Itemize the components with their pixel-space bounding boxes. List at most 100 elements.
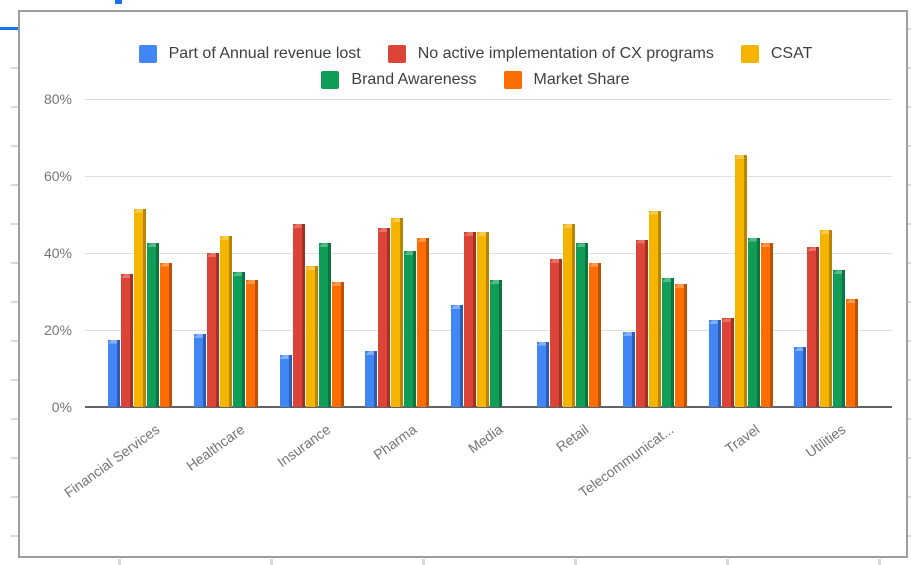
- selection-highlight-left: [0, 27, 18, 30]
- bar-top-bevel: [537, 341, 546, 346]
- bar-face: [417, 237, 427, 407]
- legend-item-market-share[interactable]: Market Share: [503, 71, 630, 89]
- bar-brand-awareness-pharma[interactable]: [404, 251, 417, 407]
- bar-part-of-annual-revenue-lost-healthcare[interactable]: [193, 333, 206, 407]
- row-gridline-tick-right: [908, 340, 911, 342]
- row-gridline-tick-left: [11, 457, 18, 459]
- bar-face: [734, 154, 744, 407]
- bar-no-active-implementation-of-cx-programs-telecommunicat[interactable]: [635, 239, 648, 407]
- legend-label: CSAT: [770, 45, 813, 62]
- bar-part-of-annual-revenue-lost-travel[interactable]: [708, 320, 721, 407]
- bar-part-of-annual-revenue-lost-media[interactable]: [451, 304, 464, 407]
- bar-part-of-annual-revenue-lost-telecommunicat[interactable]: [622, 331, 635, 407]
- bar-face: [404, 251, 414, 407]
- bar-side-shade: [816, 247, 820, 407]
- bar-no-active-implementation-of-cx-programs-utilities[interactable]: [807, 247, 820, 407]
- bar-side-shade: [400, 218, 404, 407]
- bar-top-bevel: [477, 231, 487, 236]
- bar-part-of-annual-revenue-lost-financial-services[interactable]: [108, 339, 120, 407]
- bar-csat-travel[interactable]: [734, 154, 747, 407]
- bar-top-bevel: [404, 251, 414, 256]
- legend-row-2: Brand Awareness Market Share: [38, 69, 911, 91]
- bar-top-bevel: [417, 237, 427, 242]
- legend-swatch-icon: [740, 45, 759, 63]
- bar-top-bevel: [648, 210, 658, 215]
- bar-brand-awareness-insurance[interactable]: [318, 243, 331, 407]
- bar-market-share-pharma[interactable]: [417, 237, 430, 407]
- selection-highlight-top: [115, 0, 122, 4]
- bar-market-share-insurance[interactable]: [331, 281, 344, 407]
- bar-side-shade: [314, 266, 318, 407]
- bar-market-share-retail[interactable]: [589, 262, 601, 407]
- bar-brand-awareness-utilities[interactable]: [833, 270, 846, 407]
- bar-csat-telecommunicat[interactable]: [648, 210, 661, 407]
- bar-csat-insurance[interactable]: [305, 266, 318, 407]
- bar-brand-awareness-telecommunicat[interactable]: [661, 278, 674, 407]
- bar-face: [635, 239, 645, 407]
- bar-top-bevel: [807, 247, 817, 252]
- bar-market-share-telecommunicat[interactable]: [674, 283, 687, 407]
- bar-no-active-implementation-of-cx-programs-insurance[interactable]: [292, 224, 305, 407]
- bar-side-shade: [254, 279, 258, 407]
- bar-top-bevel: [490, 279, 500, 284]
- bar-face: [331, 281, 341, 407]
- bar-top-bevel: [279, 355, 289, 360]
- bar-no-active-implementation-of-cx-programs-healthcare[interactable]: [206, 253, 219, 407]
- bar-face: [563, 224, 572, 407]
- bar-face: [318, 243, 328, 407]
- bar-part-of-annual-revenue-lost-utilities[interactable]: [794, 347, 807, 407]
- bar-top-bevel: [318, 243, 328, 248]
- bar-csat-media[interactable]: [477, 231, 490, 407]
- bar-no-active-implementation-of-cx-programs-financial-services[interactable]: [121, 274, 133, 407]
- bar-top-bevel: [464, 231, 474, 236]
- bar-no-active-implementation-of-cx-programs-media[interactable]: [464, 231, 477, 407]
- bar-face: [464, 231, 474, 407]
- bar-brand-awareness-travel[interactable]: [747, 237, 760, 407]
- bar-market-share-utilities[interactable]: [846, 299, 859, 407]
- bar-csat-healthcare[interactable]: [219, 235, 232, 407]
- row-gridline-tick-left: [11, 184, 18, 186]
- bar-brand-awareness-financial-services[interactable]: [147, 243, 159, 407]
- bar-part-of-annual-revenue-lost-retail[interactable]: [537, 341, 549, 407]
- bar-face: [292, 224, 302, 407]
- bar-top-bevel: [635, 239, 645, 244]
- bar-brand-awareness-media[interactable]: [490, 279, 503, 407]
- legend-item-part-of-annual-revenue-lost[interactable]: Part of Annual revenue lost: [138, 45, 361, 63]
- bar-no-active-implementation-of-cx-programs-retail[interactable]: [550, 258, 562, 407]
- gridline-60: [85, 176, 892, 177]
- bar-face: [108, 339, 117, 407]
- bar-market-share-financial-services[interactable]: [160, 262, 172, 407]
- bar-no-active-implementation-of-cx-programs-pharma[interactable]: [378, 227, 391, 407]
- bar-market-share-healthcare[interactable]: [245, 279, 258, 407]
- legend-item-brand-awareness[interactable]: Brand Awareness: [321, 71, 477, 89]
- bar-side-shade: [460, 304, 464, 407]
- bar-part-of-annual-revenue-lost-pharma[interactable]: [365, 351, 378, 407]
- bar-top-bevel: [193, 333, 203, 338]
- bar-side-shade: [803, 347, 807, 407]
- bar-part-of-annual-revenue-lost-insurance[interactable]: [279, 355, 292, 407]
- bar-side-shade: [473, 231, 477, 407]
- bar-csat-pharma[interactable]: [391, 218, 404, 407]
- row-gridline-tick-right: [908, 262, 911, 264]
- bar-face: [134, 208, 143, 407]
- bar-csat-retail[interactable]: [563, 224, 575, 407]
- legend-item-no-active-implementation-of-cx-programs[interactable]: No active implementation of CX programs: [387, 45, 714, 63]
- bar-top-bevel: [108, 339, 117, 344]
- bar-face: [820, 229, 830, 407]
- bar-face: [391, 218, 401, 407]
- bar-brand-awareness-retail[interactable]: [576, 243, 588, 407]
- x-axis-line: [85, 406, 892, 408]
- row-gridline-tick-right: [908, 184, 911, 186]
- row-gridline-tick-left: [11, 262, 18, 264]
- bar-csat-utilities[interactable]: [820, 229, 833, 407]
- bar-csat-financial-services[interactable]: [134, 208, 146, 407]
- row-gridline-tick-right: [908, 418, 911, 420]
- bar-face: [760, 243, 770, 407]
- bar-market-share-travel[interactable]: [760, 243, 773, 407]
- row-gridline-tick-right: [908, 301, 911, 303]
- bar-brand-awareness-healthcare[interactable]: [232, 272, 245, 407]
- bar-no-active-implementation-of-cx-programs-travel[interactable]: [721, 318, 734, 407]
- bar-side-shade: [657, 210, 661, 407]
- legend-label: Brand Awareness: [351, 71, 477, 88]
- legend-item-csat[interactable]: CSAT: [740, 45, 813, 63]
